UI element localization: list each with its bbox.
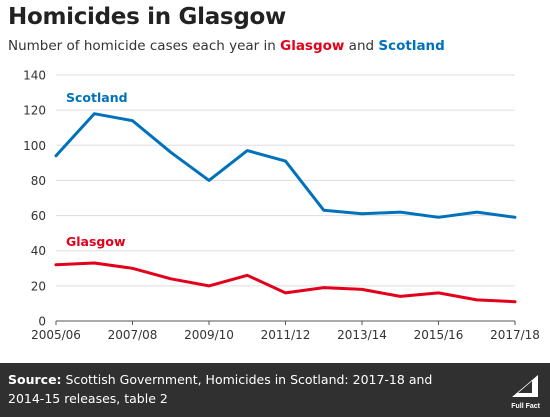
series-label-scotland: Scotland [66,90,128,105]
y-tick-label: 60 [31,209,46,223]
homicides-line-chart: 0 20 40 60 80 100 120 140 2005/06 2007/08 2009/10… [23,69,540,343]
series-label-glasgow: Glasgow [66,234,126,249]
subtitle-glasgow-highlight: Glasgow [280,38,345,54]
y-tick-label: 20 [31,279,46,293]
x-axis-ticks: 2005/06 2007/08 2009/10 2011/12 2013/14 2015/… [31,321,540,342]
x-tick-label: 2009/10 [184,328,234,342]
source-note: Source: Scottish Government, Homicides i… [8,370,448,408]
series-labels: Scotland Glasgow [66,90,128,249]
x-tick-label: 2013/14 [337,328,387,342]
x-tick-label: 2007/08 [108,328,158,342]
subtitle-middle: and [344,38,379,54]
x-tick-label: 2005/06 [31,328,81,342]
chart-subtitle: Number of homicide cases each year in Gl… [8,38,445,54]
y-tick-label: 0 [38,315,46,329]
x-tick-label: 2015/16 [414,328,464,342]
chart-title: Homicides in Glasgow [8,4,286,30]
x-tick-label: 2011/12 [261,328,311,342]
full-fact-logo: Full Fact [511,375,541,410]
y-axis-ticks: 0 20 40 60 80 100 120 140 [23,69,46,329]
series-line-glasgow [54,261,517,304]
y-tick-label: 80 [31,174,46,188]
series-line-scotland [54,112,517,219]
footer: Source: Scottish Government, Homicides i… [0,363,550,417]
series-lines [54,112,517,304]
x-tick-label: 2017/18 [490,328,540,342]
gridlines [56,74,515,322]
subtitle-scotland-highlight: Scotland [378,38,445,54]
source-label: Source: [8,372,62,387]
brand-text: Full Fact [511,403,540,410]
source-text: Scottish Government, Homicides in Scotla… [8,372,433,406]
y-tick-label: 40 [31,244,46,258]
y-tick-label: 140 [23,69,46,83]
y-tick-label: 100 [23,139,46,153]
y-tick-label: 120 [23,104,46,118]
subtitle-prefix: Number of homicide cases each year in [8,38,281,54]
